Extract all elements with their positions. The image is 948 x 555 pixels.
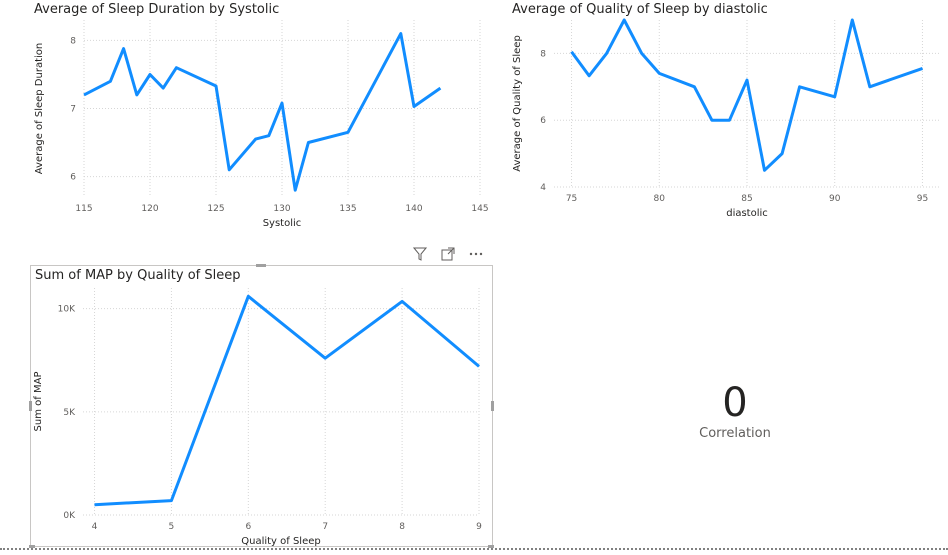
x-axis-title: Systolic <box>263 218 302 229</box>
x-tick-label: 125 <box>207 204 224 214</box>
filter-icon[interactable] <box>412 246 428 262</box>
resize-handle-bottom-left[interactable] <box>29 545 35 548</box>
x-axis-title: Quality of Sleep <box>241 536 321 546</box>
x-tick-label: 115 <box>75 204 92 214</box>
chart-title: Sum of MAP by Quality of Sleep <box>35 268 241 283</box>
x-tick-label: 6 <box>245 522 251 532</box>
y-axis-title: Average of Quality of Sleep <box>512 35 523 172</box>
x-tick-label: 85 <box>741 194 752 204</box>
y-axis-title: Sum of MAP <box>33 372 44 432</box>
focus-mode-icon[interactable] <box>440 246 456 262</box>
resize-handle-left[interactable] <box>29 401 32 411</box>
x-tick-label: 120 <box>141 204 158 214</box>
series-line[interactable] <box>570 18 923 172</box>
x-tick-label: 4 <box>92 522 98 532</box>
series-line[interactable] <box>83 32 442 192</box>
y-tick-label: 0K <box>63 511 76 521</box>
series-line[interactable] <box>94 294 480 507</box>
resize-handle-bottom-right[interactable] <box>488 545 494 548</box>
card-value: 0 <box>722 380 748 426</box>
resize-handle-top[interactable] <box>256 264 266 267</box>
x-tick-label: 95 <box>917 194 928 204</box>
y-tick-label: 10K <box>58 305 76 315</box>
y-tick-label: 7 <box>70 105 76 115</box>
x-tick-label: 90 <box>829 194 841 204</box>
x-tick-label: 75 <box>566 194 577 204</box>
chart-title: Average of Quality of Sleep by diastolic <box>512 2 768 17</box>
x-tick-label: 9 <box>476 522 482 532</box>
more-options-icon[interactable] <box>468 246 484 262</box>
x-tick-label: 8 <box>399 522 405 532</box>
x-tick-label: 7 <box>322 522 328 532</box>
visual-header-toolbar <box>412 245 484 263</box>
y-tick-label: 8 <box>70 36 76 46</box>
line-chart-svg[interactable]: 0K 5K 10K 4 5 6 7 8 9 Quality of Sleep Sum of MAP <box>31 266 492 546</box>
y-tick-label: 4 <box>540 183 546 193</box>
chart-title: Average of Sleep Duration by Systolic <box>34 2 280 17</box>
card-label: Correlation <box>699 426 771 441</box>
x-tick-label: 80 <box>654 194 666 204</box>
chart-quality-by-diastolic[interactable]: Average of Quality of Sleep by diastolic… <box>508 0 948 225</box>
page-bottom-border <box>0 548 948 550</box>
x-tick-label: 140 <box>405 204 422 214</box>
y-tick-label: 6 <box>540 116 546 126</box>
x-axis-title: diastolic <box>726 208 768 219</box>
y-tick-label: 8 <box>540 49 546 59</box>
chart-sleep-duration-by-systolic[interactable]: Average of Sleep Duration by Systolic 6 7… <box>30 0 500 240</box>
line-chart-svg[interactable]: 6 7 8 115 120 125 130 135 140 145 Systolic Average … <box>30 0 500 240</box>
y-tick-label: 5K <box>63 408 76 418</box>
y-axis-title: Average of Sleep Duration <box>34 43 45 174</box>
x-tick-label: 135 <box>339 204 356 214</box>
y-tick-label: 6 <box>70 173 76 183</box>
correlation-card[interactable]: 0 Correlation <box>640 380 830 460</box>
x-tick-label: 5 <box>169 522 175 532</box>
resize-handle-right[interactable] <box>491 401 494 411</box>
x-tick-label: 145 <box>471 204 488 214</box>
x-tick-label: 130 <box>273 204 290 214</box>
chart-map-by-quality-of-sleep[interactable]: Sum of MAP by Quality of Sleep 0K 5K 10K 4 5… <box>29 264 494 548</box>
